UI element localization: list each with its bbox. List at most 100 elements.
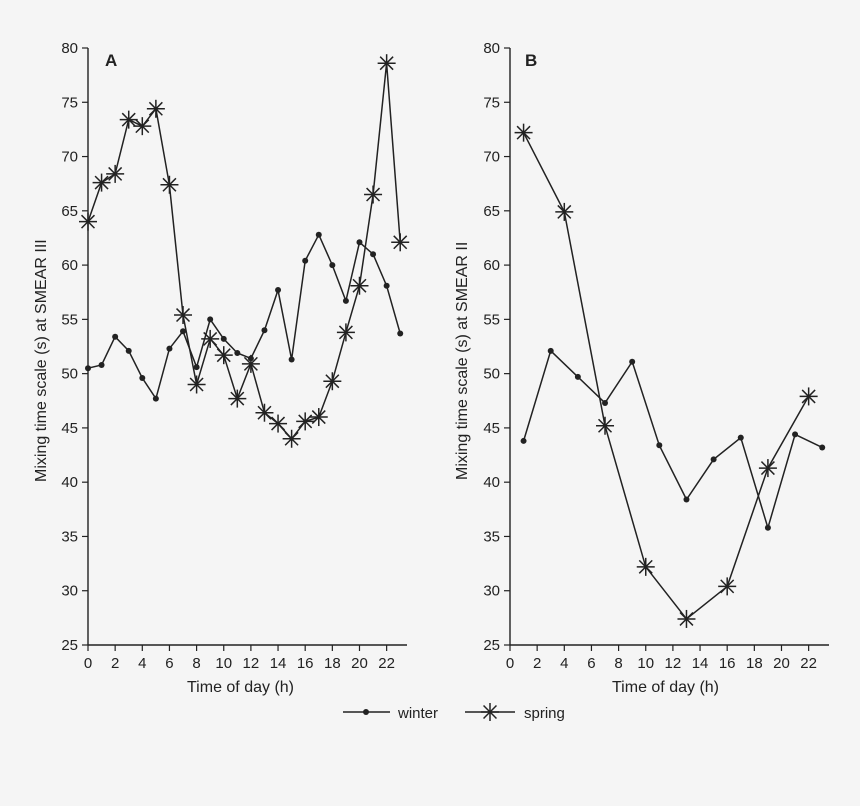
panel-a-spring-point-stroke: [176, 308, 191, 323]
panel-b-winter-point: [764, 524, 771, 531]
panel-a-winter-point: [302, 257, 309, 264]
panel-a-spring-point-stroke: [189, 377, 204, 392]
panel-b-spring-point-stroke: [598, 418, 613, 433]
panel-b: B Time of day (h) Mixing time scale (s) …: [454, 40, 829, 696]
panel-a-spring-point-stroke: [94, 175, 109, 190]
panel-a-y-tick-label: 70: [61, 149, 78, 166]
panel-b-spring-point-stroke: [679, 611, 694, 626]
panel-b-spring-point-stroke: [801, 389, 816, 404]
panel-b-winter-point: [792, 431, 799, 438]
panel-a-winter-point: [383, 282, 390, 289]
panel-a-y-tick-label: 55: [61, 311, 78, 328]
panel-b-y-tick-label: 50: [483, 366, 500, 383]
panel-b-spring-point: [555, 202, 574, 221]
panel-a-spring-point: [214, 346, 233, 365]
panel-a-spring-point: [201, 329, 220, 348]
panel-a-spring-point: [174, 306, 193, 325]
panel-a-spring-point: [133, 117, 152, 136]
panel-a-y-tick-label: 75: [61, 94, 78, 111]
panel-b-winter-line: [522, 349, 823, 531]
panel-b-spring-point: [799, 387, 818, 406]
panel-a-spring-point-stroke: [298, 414, 313, 429]
panel-a-x-tick-label: 12: [243, 655, 260, 672]
legend-winter-marker: [363, 709, 369, 715]
panel-a-spring-point-stroke: [243, 356, 258, 371]
legend-winter-label: winter: [397, 705, 438, 722]
panel-a-y-tick-label: 60: [61, 257, 78, 274]
panel-a-spring-point: [364, 185, 383, 204]
panel-b-x-tick-label: 0: [506, 655, 514, 672]
panel-b-winter-point: [656, 442, 663, 449]
panel-b-winter-point: [547, 347, 554, 354]
panel-a-winter-point: [397, 330, 404, 337]
panel-a-spring-point-stroke: [311, 410, 326, 425]
panel-a-winter-point: [180, 328, 187, 335]
panel-b-y-tick-label: 30: [483, 583, 500, 600]
panel-a-y-tick-label: 45: [61, 420, 78, 437]
panel-a-spring-point: [187, 375, 206, 394]
panel-a-winter-point: [85, 365, 91, 372]
panel-a-spring-point: [92, 173, 111, 192]
panel-a-x-tick-label: 4: [138, 655, 146, 672]
panel-a-y-axis-title: Mixing time scale (s) at SMEAR III: [33, 239, 50, 482]
panel-b-x-tick-label: 22: [800, 655, 817, 672]
panel-a-spring-point-stroke: [108, 166, 123, 181]
panel-a-winter-point: [125, 347, 132, 354]
panel-b-x-tick-label: 16: [719, 655, 736, 672]
panel-a-spring-point-stroke: [338, 325, 353, 340]
panel-a-winter-point: [275, 287, 282, 294]
panel-a-winter-point: [112, 333, 119, 340]
panel-a-winter-point: [261, 327, 268, 334]
panel-a-spring-point: [146, 99, 165, 118]
panel-b-spring-point: [718, 577, 737, 596]
panel-b-y-tick-label: 70: [483, 149, 500, 166]
panel-b-spring-point-stroke: [516, 125, 531, 140]
panel-b-spring-point-stroke: [557, 204, 572, 219]
panel-a-spring-point-stroke: [352, 278, 367, 293]
panel-a-winter-point: [207, 316, 214, 323]
panel-b-y-axis-title: Mixing time scale (s) at SMEAR II: [454, 242, 471, 480]
panel-a-winter-point: [329, 262, 336, 269]
panel-b-winter-point: [710, 456, 717, 463]
panel-a-x-tick-label: 2: [111, 655, 119, 672]
panel-b-spring-point: [514, 123, 533, 142]
panel-a-winter-point: [139, 374, 146, 381]
panel-a-spring-point-stroke: [257, 405, 272, 420]
panel-b-spring-point: [596, 416, 615, 435]
panel-a-spring-point: [296, 412, 315, 431]
panel-b-winter-point: [574, 373, 581, 380]
panel-a-winter-point: [220, 335, 227, 342]
panel-a-spring-point: [269, 414, 288, 433]
panel-a-spring-point-stroke: [135, 119, 150, 134]
panel-b-winter-point: [819, 444, 826, 451]
panel-a-spring-point: [255, 403, 274, 422]
panel-b-spring-point: [677, 609, 696, 628]
panel-a-y-tick-label: 80: [61, 40, 78, 57]
legend-spring-marker-stroke: [482, 704, 498, 720]
panel-a-winter-line: [87, 232, 401, 401]
legend-spring-label: spring: [524, 705, 565, 722]
panel-b-y-tick-label: 55: [483, 311, 500, 328]
panel-a: A Time of day (h) Mixing time scale (s) …: [33, 40, 410, 696]
panel-a-spring-point: [160, 175, 179, 194]
legend-spring-marker: [481, 703, 499, 721]
panel-b-winter-point: [520, 437, 527, 444]
panel-b-x-tick-label: 2: [533, 655, 541, 672]
panel-a-x-tick-label: 18: [324, 655, 341, 672]
panel-a-spring-point-stroke: [121, 112, 136, 127]
panel-b-y-tick-label: 40: [483, 474, 500, 491]
panel-a-spring-point: [106, 164, 125, 183]
panel-a-spring-point: [309, 408, 328, 427]
panel-a-winter-point: [370, 251, 377, 258]
panel-b-y-tick-label: 25: [483, 637, 500, 654]
panel-a-spring-point: [350, 276, 369, 295]
panel-a-winter-point: [193, 364, 200, 371]
panel-a-winter-point: [315, 231, 322, 238]
panel-a-letter: A: [105, 51, 117, 70]
panel-a-spring-point-stroke: [271, 416, 286, 431]
panel-b-y-tick-label: 35: [483, 528, 500, 545]
panel-a-spring-point: [391, 233, 410, 252]
panel-b-x-tick-label: 4: [560, 655, 568, 672]
panel-a-spring-point: [241, 354, 260, 373]
